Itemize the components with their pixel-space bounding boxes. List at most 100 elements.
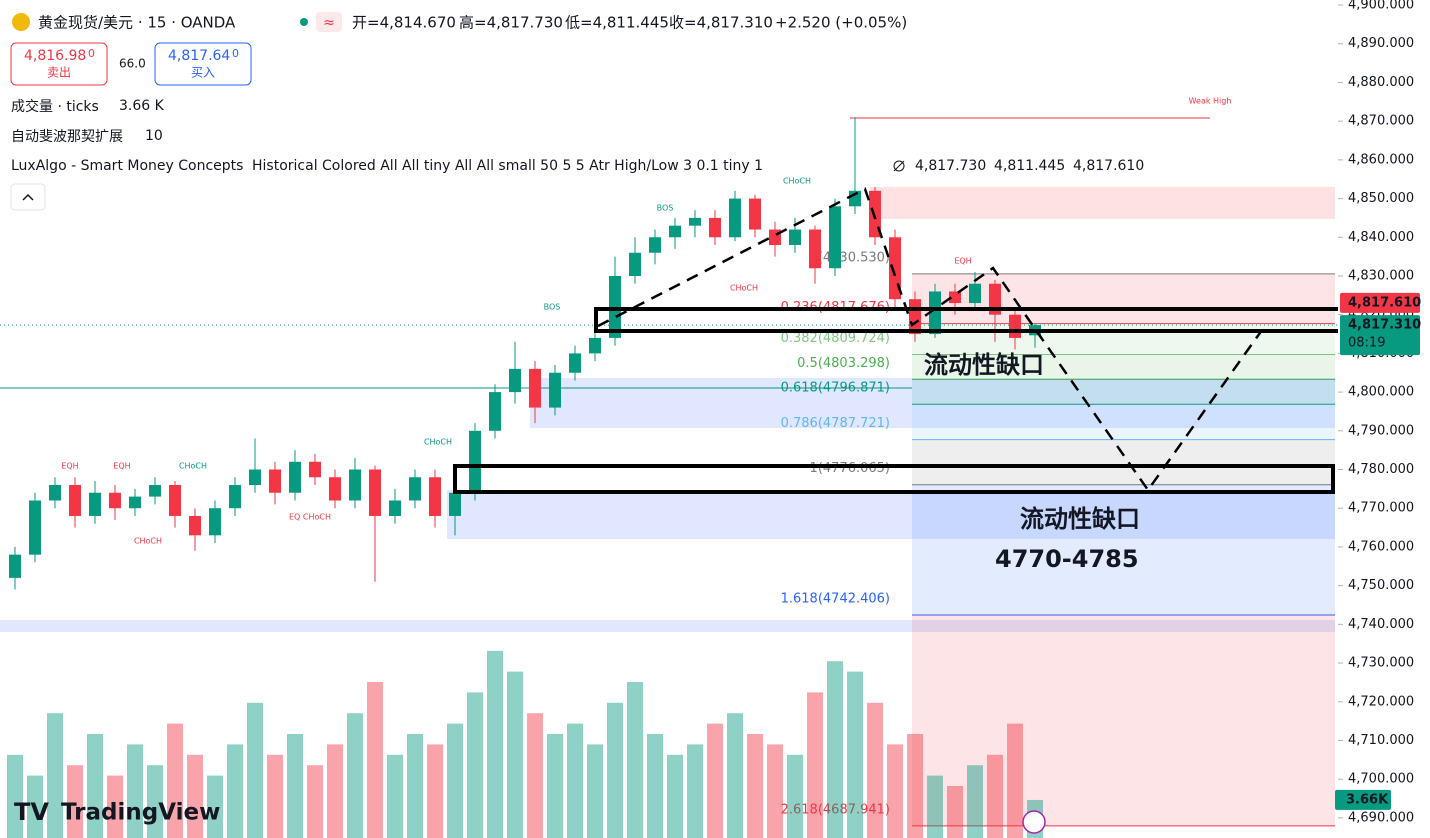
volume-bar bbox=[907, 734, 923, 838]
volume-bar bbox=[987, 754, 1003, 838]
fib-zone bbox=[912, 615, 1335, 826]
candle-body bbox=[549, 372, 561, 408]
candle-body bbox=[789, 229, 801, 246]
ohlc-close: 收=4,817.310 bbox=[669, 14, 773, 32]
volume-bar bbox=[147, 765, 163, 838]
brand: TradingView bbox=[61, 800, 220, 826]
candle-body bbox=[929, 291, 941, 335]
candle-body bbox=[809, 229, 821, 269]
candle-body bbox=[909, 299, 921, 335]
candle-body bbox=[749, 198, 761, 230]
candle-body bbox=[249, 469, 261, 485]
candle-body bbox=[349, 469, 361, 501]
volume-bar bbox=[827, 661, 843, 838]
y-tick-label: 4,840.000 bbox=[1348, 230, 1414, 245]
candle-body bbox=[289, 461, 301, 493]
volume-bar bbox=[367, 682, 383, 838]
symbol: 黄金现货/美元 · 15 · OANDA bbox=[38, 14, 236, 32]
y-tick-label: 4,690.000 bbox=[1348, 810, 1414, 825]
volume-bar bbox=[347, 713, 363, 838]
price-tag bbox=[1340, 292, 1420, 313]
sell-label: 卖出 bbox=[47, 66, 71, 80]
candle-body bbox=[569, 353, 581, 373]
volume-bar bbox=[187, 754, 203, 838]
sell-button[interactable] bbox=[10, 42, 108, 86]
candle-body bbox=[629, 252, 641, 276]
indicator-name: 成交量 · ticks bbox=[11, 98, 99, 115]
volume-bar bbox=[807, 692, 823, 838]
candle-body bbox=[829, 206, 841, 269]
volume-bar bbox=[627, 682, 643, 838]
fib-label: 1(4776.065) bbox=[810, 461, 890, 476]
volume-bar bbox=[887, 744, 903, 838]
volume-bar bbox=[967, 765, 983, 838]
smc-label: Weak High bbox=[1189, 97, 1232, 106]
projection-path bbox=[597, 187, 1264, 493]
volume-bar bbox=[727, 713, 743, 838]
volume-tag-label: 3.66K bbox=[1346, 792, 1389, 807]
buy-button[interactable] bbox=[154, 42, 252, 86]
buy-price: 4,817.64 bbox=[168, 48, 230, 64]
volume-bar bbox=[687, 744, 703, 838]
candle-body bbox=[1009, 314, 1021, 338]
smc-label: CHoCH bbox=[424, 438, 452, 447]
y-tick-label: 4,790.000 bbox=[1348, 423, 1414, 438]
fib-label: 0(4830.530) bbox=[810, 250, 890, 265]
volume-bar bbox=[767, 744, 783, 838]
smc-label: CHoCH bbox=[730, 284, 758, 293]
fib-zone bbox=[912, 354, 1335, 380]
indicator-toggle[interactable] bbox=[316, 12, 342, 32]
volume-bar bbox=[947, 786, 963, 838]
fib-label: 0.786(4787.721) bbox=[781, 416, 890, 431]
alert-icon[interactable] bbox=[1022, 810, 1046, 834]
indicator-name: 自动斐波那契扩展 bbox=[11, 129, 123, 145]
candle-body bbox=[69, 484, 81, 516]
smc-label: CHoCH bbox=[134, 537, 162, 546]
fib-layer: 0(4830.530)0.236(4817.676)0.382(4809.724… bbox=[781, 250, 1335, 827]
indicator-value: 10 bbox=[145, 128, 163, 144]
candle-layer bbox=[9, 117, 1041, 590]
volume-bar bbox=[847, 671, 863, 838]
header: 黄金现货/美元 · 15 · OANDA ≈ 开=4,814.670 高=4,8… bbox=[10, 12, 1144, 834]
ohlc-change: +2.520 (+0.05%) bbox=[775, 14, 907, 32]
y-tick-label: 4,770.000 bbox=[1348, 501, 1414, 516]
candle-body bbox=[269, 469, 281, 493]
volume-bar bbox=[607, 702, 623, 838]
sell-price: 4,816.98 bbox=[24, 48, 86, 64]
indicator-value: 3.66 K bbox=[119, 98, 165, 114]
annotation: 流动性缺口 bbox=[924, 351, 1044, 379]
candle-body bbox=[9, 554, 21, 578]
fib-label: 0.382(4809.724) bbox=[781, 331, 890, 346]
candle-body bbox=[509, 368, 521, 393]
volume-bar bbox=[247, 702, 263, 838]
candle-body bbox=[969, 283, 981, 304]
indicator-params: Historical Colored All All tiny All All … bbox=[252, 158, 763, 174]
candle-body bbox=[469, 430, 481, 493]
volume-bar bbox=[1007, 723, 1023, 838]
fib-zone bbox=[912, 404, 1335, 440]
indicator-name: LuxAlgo - Smart Money Concepts bbox=[11, 158, 243, 174]
countdown: 08:19 bbox=[1348, 336, 1385, 351]
smc-label: EQH bbox=[954, 257, 971, 266]
drawings: 流动性缺口 流动性缺口 4770-4785 bbox=[453, 187, 1354, 573]
volume-bar bbox=[127, 744, 143, 838]
candle-body bbox=[529, 368, 541, 408]
indicator-output: 4,811.445 bbox=[994, 158, 1065, 174]
collapse-button[interactable] bbox=[10, 183, 46, 211]
smc-labels: EQH EQH CHoCH CHoCH EQ CHoCH CHoCH BOS BOS CHoCH… bbox=[61, 97, 1231, 546]
price-tag bbox=[1340, 315, 1420, 356]
smc-label: EQH bbox=[61, 462, 78, 471]
volume-bar bbox=[707, 723, 723, 838]
axis-background bbox=[1338, 0, 1430, 838]
supply-zone bbox=[870, 187, 1335, 219]
candle-body bbox=[609, 275, 621, 338]
price-tag-label: 4,817.310 bbox=[1348, 318, 1421, 333]
candle-body bbox=[229, 484, 241, 509]
hidden-icon bbox=[893, 160, 905, 172]
volume-bar bbox=[867, 702, 883, 838]
volume-bar bbox=[567, 723, 583, 838]
candle-body bbox=[29, 500, 41, 555]
volume-bar bbox=[227, 744, 243, 838]
annotation: 流动性缺口 bbox=[1020, 505, 1140, 533]
fib-zone bbox=[912, 273, 1335, 324]
